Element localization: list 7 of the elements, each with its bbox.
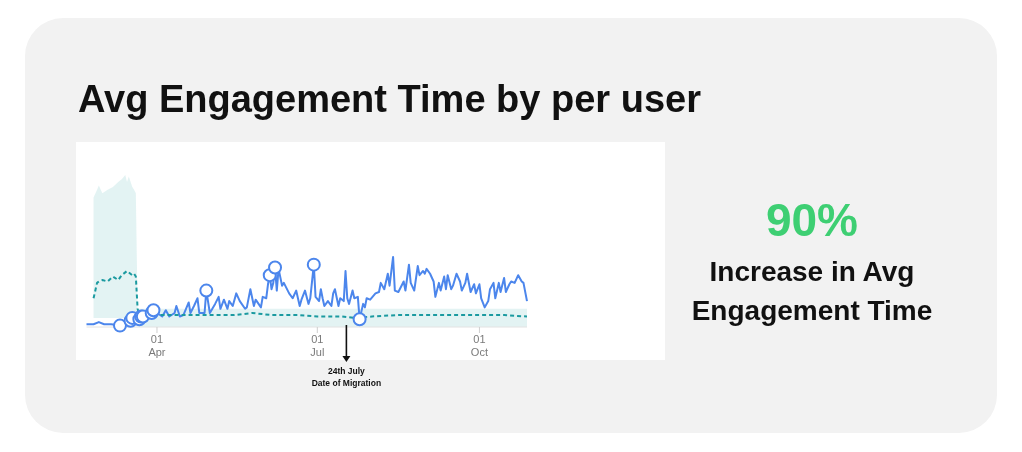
- text: 90%: [765, 194, 859, 246]
- text: 24th July Date of Migration: [311, 366, 382, 388]
- text: Increase in Avg Engagement Time: [691, 256, 933, 326]
- x-tick-label: 01 Apr: [148, 333, 166, 358]
- x-tick-label: 01 Jul: [310, 333, 325, 358]
- chart-title: Avg Engagement Time by per user: [78, 78, 702, 120]
- x-tick-label: 01 Oct: [470, 333, 488, 358]
